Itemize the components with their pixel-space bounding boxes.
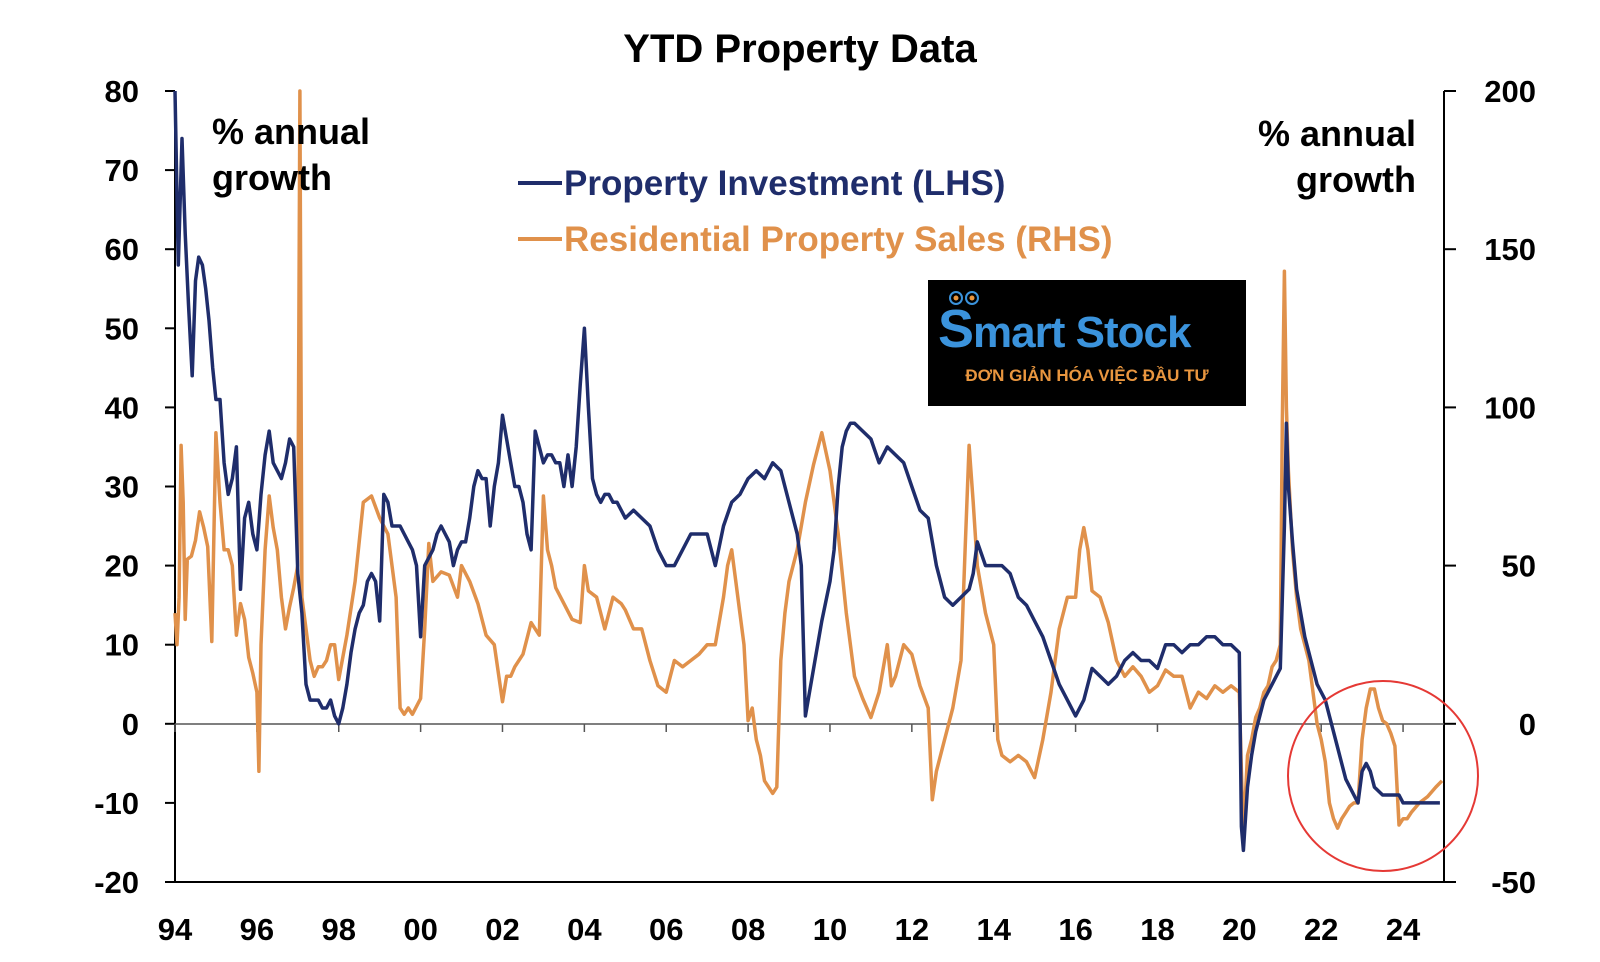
right-axis-ticks: 200 150 100 50 0 -50 xyxy=(1444,74,1536,900)
x-tick-label: 10 xyxy=(813,912,847,947)
right-tick-label: -50 xyxy=(1491,865,1536,900)
left-tick-label: 40 xyxy=(105,390,139,425)
x-tick-label: 98 xyxy=(321,912,355,947)
x-tick-label: 22 xyxy=(1304,912,1338,947)
series-line-property-investment xyxy=(173,90,1440,853)
left-axis-ticks: 80 70 60 50 40 30 20 10 0 -10 -20 xyxy=(94,74,175,900)
logo-brand: Smart Stock xyxy=(938,299,1191,359)
legend: Property Investment (LHS) Residential Pr… xyxy=(518,164,1113,259)
right-tick-label: 200 xyxy=(1484,74,1536,109)
x-tick-label: 96 xyxy=(240,912,274,947)
right-tick-label: 100 xyxy=(1484,390,1536,425)
logo-tagline: ĐƠN GIẢN HÓA VIỆC ĐẦU TƯ xyxy=(965,366,1209,385)
right-tick-label: 150 xyxy=(1484,232,1536,267)
right-tick-label: 50 xyxy=(1502,549,1536,584)
smart-stock-logo: Smart Stock ĐƠN GIẢN HÓA VIỆC ĐẦU TƯ xyxy=(928,280,1246,406)
x-tick-label: 18 xyxy=(1140,912,1174,947)
x-tick-label: 00 xyxy=(403,912,437,947)
x-tick-label: 20 xyxy=(1222,912,1256,947)
legend-label-sales: Residential Property Sales (RHS) xyxy=(564,220,1113,259)
left-tick-label: 0 xyxy=(122,707,139,742)
left-tick-label: 60 xyxy=(105,232,139,267)
x-axis-ticks: 94 96 98 00 02 04 06 08 10 12 14 16 18 20 22 24 xyxy=(158,724,1421,947)
right-annotation-line-1: % annual xyxy=(1258,113,1416,154)
chart-title: YTD Property Data xyxy=(623,27,977,71)
left-tick-label: -10 xyxy=(94,786,139,821)
x-tick-label: 06 xyxy=(649,912,683,947)
owl-eyes-icon xyxy=(949,291,979,305)
x-tick-label: 02 xyxy=(485,912,519,947)
right-annotation-line-2: growth xyxy=(1296,159,1416,200)
left-tick-label: 30 xyxy=(105,470,139,505)
x-tick-label: 94 xyxy=(158,912,193,947)
left-tick-label: 50 xyxy=(105,311,139,346)
x-tick-label: 08 xyxy=(731,912,765,947)
left-tick-label: -20 xyxy=(94,865,139,900)
x-tick-label: 12 xyxy=(895,912,929,947)
left-tick-label: 10 xyxy=(105,628,139,663)
highlight-circle xyxy=(1287,680,1479,872)
x-tick-label: 14 xyxy=(976,912,1011,947)
left-tick-label: 20 xyxy=(105,549,139,584)
left-annotation-line-2: growth xyxy=(212,157,332,198)
left-tick-label: 80 xyxy=(105,74,139,109)
series-lines xyxy=(173,89,1444,853)
x-tick-label: 16 xyxy=(1058,912,1092,947)
right-tick-label: 0 xyxy=(1519,707,1536,742)
legend-label-investment: Property Investment (LHS) xyxy=(564,164,1005,203)
left-tick-label: 70 xyxy=(105,153,139,188)
x-tick-label: 04 xyxy=(567,912,602,947)
x-tick-label: 24 xyxy=(1386,912,1421,947)
left-annotation-line-1: % annual xyxy=(212,111,370,152)
